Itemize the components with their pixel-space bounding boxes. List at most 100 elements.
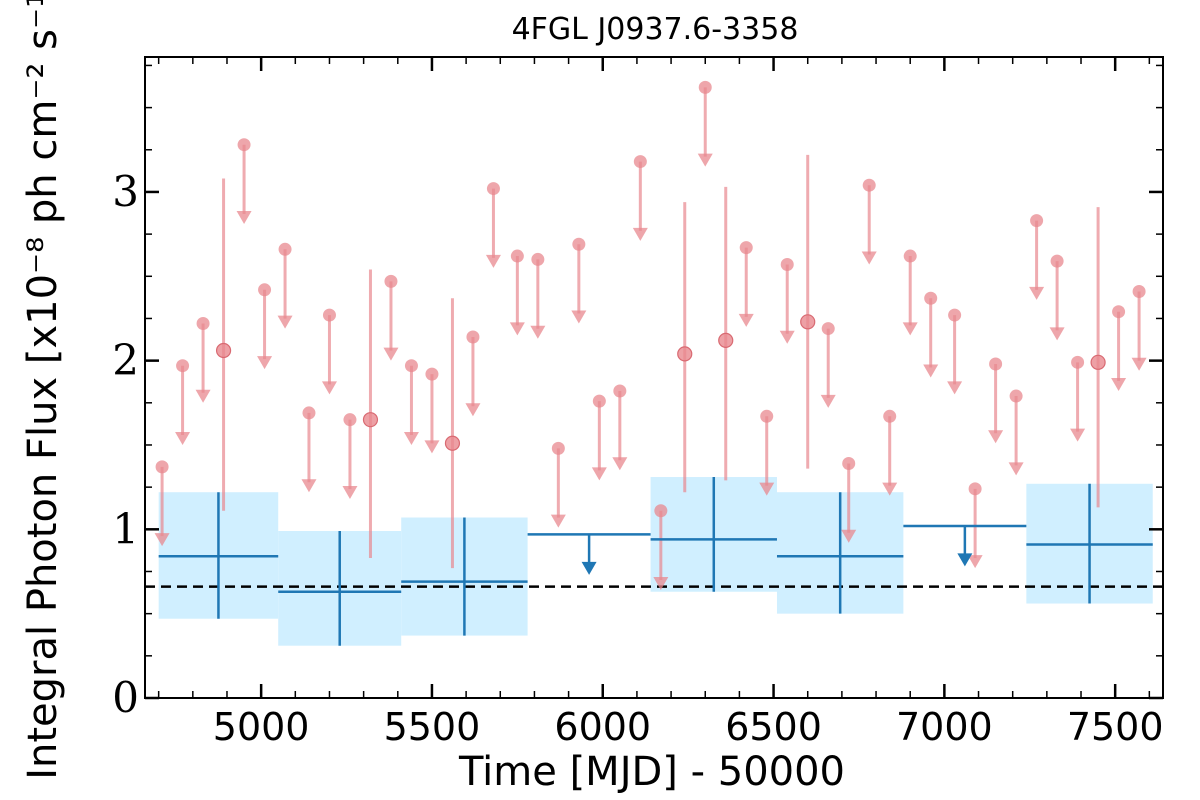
x-tick-labels: 5000 5500 6000 6500 7000 7500 bbox=[213, 705, 1164, 749]
upper-limit-arrow-head bbox=[424, 440, 440, 454]
short-bin-upper-limit bbox=[175, 359, 191, 445]
short-bin-point bbox=[302, 406, 316, 420]
short-bin-upper-limit bbox=[424, 367, 440, 454]
short-bin-point bbox=[1132, 284, 1146, 298]
y-tick-label: 3 bbox=[112, 167, 139, 216]
short-bin-point bbox=[384, 274, 398, 288]
upper-limit-arrow-head bbox=[571, 310, 587, 324]
x-tick-label: 7500 bbox=[1067, 705, 1164, 749]
upper-limit-arrow-head bbox=[195, 389, 211, 403]
short-bin-upper-limit bbox=[1008, 389, 1024, 476]
short-bin-upper-limit bbox=[301, 406, 317, 493]
upper-limit-arrow-head bbox=[257, 356, 273, 370]
short-bin-point bbox=[1090, 354, 1106, 370]
short-bin-point bbox=[903, 249, 917, 263]
short-bin-point bbox=[1009, 389, 1023, 403]
upper-limit-arrow-head bbox=[403, 431, 419, 445]
short-bin-upper-limit bbox=[277, 242, 293, 329]
upper-limit-arrow-head bbox=[236, 210, 252, 224]
short-bin-upper-limit bbox=[1029, 214, 1045, 300]
short-bin-point bbox=[343, 413, 357, 427]
short-bin-upper-limit bbox=[257, 283, 273, 370]
axis-ticks bbox=[145, 57, 1163, 700]
short-bin-point bbox=[633, 155, 647, 169]
short-bin-point bbox=[968, 482, 982, 496]
short-bin-point bbox=[510, 249, 524, 263]
long-bin-detection bbox=[401, 517, 528, 636]
plot-frame bbox=[144, 56, 1164, 699]
upper-limit-arrow-head bbox=[697, 153, 713, 167]
upper-limit-arrow-head bbox=[1008, 462, 1024, 476]
long-bin-detection bbox=[1026, 483, 1153, 604]
short-bin-point bbox=[760, 409, 774, 423]
short-bin-point bbox=[677, 346, 693, 362]
short-bin-upper-limit bbox=[321, 308, 337, 395]
upper-limit-arrow-head bbox=[967, 555, 983, 569]
short-bin-point bbox=[444, 435, 461, 451]
long-bin-detection bbox=[776, 492, 904, 614]
upper-limit-arrow-head bbox=[1029, 286, 1045, 300]
upper-limit-arrow-head bbox=[738, 313, 754, 327]
short-bin-point bbox=[466, 330, 480, 344]
short-bin-upper-limit bbox=[383, 274, 399, 361]
upper-limit-arrow-head bbox=[923, 364, 939, 378]
upper-limit-arrow-head bbox=[465, 403, 481, 417]
short-bin-point bbox=[572, 237, 586, 251]
upper-limit-arrow-head bbox=[1131, 357, 1147, 371]
short-bin-detection bbox=[800, 154, 816, 469]
upper-limit-arrow-head bbox=[653, 577, 669, 591]
short-bin-upper-limit bbox=[509, 249, 525, 336]
short-bin-point bbox=[531, 252, 545, 266]
upper-limit-arrow-head bbox=[383, 347, 399, 361]
short-bin-upper-limit bbox=[653, 504, 669, 591]
upper-limit-arrow-head bbox=[581, 561, 597, 575]
y-axis-label: Integral Photon Flux [x10⁻⁸ ph cm⁻² s⁻¹] bbox=[20, 0, 66, 780]
short-bin-detection bbox=[677, 202, 693, 493]
short-bin-upper-limit bbox=[947, 308, 963, 395]
short-bin-upper-limit bbox=[465, 330, 481, 417]
short-bin-point bbox=[425, 367, 439, 381]
upper-limit-arrow-head bbox=[175, 431, 191, 445]
upper-limit-arrow-head bbox=[612, 457, 628, 471]
upper-limit-arrow-head bbox=[1070, 428, 1086, 442]
short-bin-detection bbox=[215, 178, 232, 511]
short-bin-upper-limit bbox=[612, 384, 628, 471]
short-bin-point bbox=[1050, 254, 1064, 268]
short-bin-upper-limit bbox=[591, 394, 607, 481]
x-tick-label: 5500 bbox=[384, 705, 481, 749]
short-bin-point bbox=[215, 342, 232, 359]
short-bin-upper-limit bbox=[550, 441, 566, 528]
short-bin-point bbox=[654, 504, 668, 518]
short-bin-detection bbox=[718, 186, 734, 481]
short-bin-upper-limit bbox=[485, 182, 501, 268]
short-bin-upper-limit bbox=[988, 357, 1004, 444]
short-bin-point bbox=[155, 460, 169, 474]
upper-limit-arrow-head bbox=[1049, 327, 1065, 341]
short-bin-upper-limit bbox=[236, 138, 252, 224]
short-bin-upper-limit bbox=[632, 155, 648, 241]
short-bin-point bbox=[196, 317, 210, 331]
short-bin-upper-limit bbox=[1131, 284, 1147, 371]
upper-limit-arrow-head bbox=[988, 430, 1004, 444]
short-bin-upper-limit bbox=[530, 252, 546, 339]
short-bin-upper-limit bbox=[841, 457, 857, 543]
short-bin-upper-limit bbox=[738, 241, 754, 327]
upper-limit-arrow-head bbox=[530, 325, 546, 339]
chart-title: 4FGL J0937.6-3358 bbox=[512, 12, 799, 47]
short-bin-series bbox=[154, 80, 1147, 591]
upper-limit-arrow-head bbox=[882, 482, 898, 496]
short-bin-point bbox=[551, 441, 565, 455]
y-tick-label: 1 bbox=[112, 504, 139, 553]
upper-limit-arrow-head bbox=[277, 315, 293, 329]
short-bin-upper-limit bbox=[342, 413, 358, 499]
long-bin-detection bbox=[158, 492, 279, 619]
short-bin-point bbox=[1030, 214, 1044, 228]
short-bin-upper-limit bbox=[1111, 305, 1127, 391]
upper-limit-arrow-head bbox=[861, 251, 877, 265]
short-bin-point bbox=[862, 178, 876, 192]
long-bin-detection bbox=[278, 531, 402, 646]
x-tick-label: 6000 bbox=[554, 705, 651, 749]
upper-limit-arrow-head bbox=[779, 330, 795, 344]
long-bin-series bbox=[158, 477, 1153, 646]
